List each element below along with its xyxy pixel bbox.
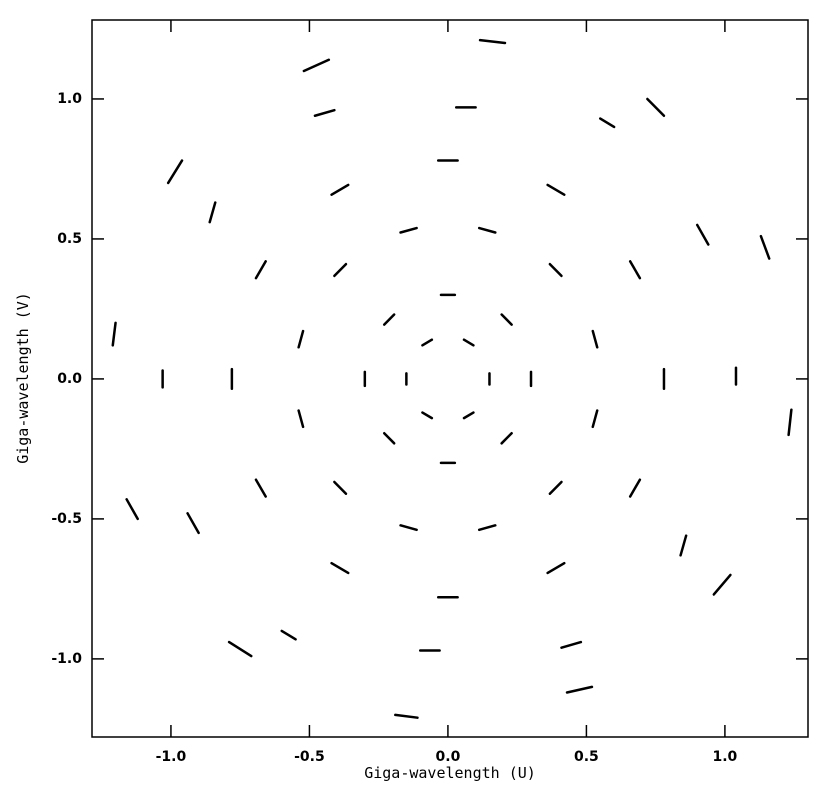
uv-track: [599, 117, 616, 129]
uv-track: [333, 262, 348, 278]
uv-track: [297, 329, 305, 349]
x-tick-label: 0.5: [574, 749, 599, 765]
uv-track: [421, 338, 434, 347]
uv-track: [208, 201, 217, 224]
uv-track: [500, 313, 513, 326]
uv-track: [382, 313, 396, 326]
uv-track: [565, 685, 594, 694]
uv-track: [111, 321, 117, 347]
uv-track: [477, 226, 497, 234]
uv-track: [394, 713, 419, 719]
uv-track: [297, 409, 305, 429]
uv-track: [421, 411, 434, 420]
uv-track: [399, 524, 418, 532]
x-axis-label: Giga-wavelength (U): [364, 764, 536, 782]
x-tick-label: 0.0: [436, 749, 461, 765]
uv-track: [313, 108, 336, 117]
uv-track: [695, 223, 710, 246]
y-tick-label: 0.5: [57, 231, 82, 247]
y-tick-label: -0.5: [51, 511, 82, 527]
uv-track: [591, 409, 599, 429]
uv-track: [462, 411, 475, 420]
uv-track: [382, 431, 396, 445]
uv-track: [330, 183, 350, 196]
uv-track: [548, 262, 563, 278]
uv-track: [546, 183, 566, 196]
uv-track: [302, 58, 331, 73]
plot-frame: [91, 19, 809, 738]
uv-track: [500, 431, 513, 445]
uv-track: [462, 338, 475, 347]
y-tick-label: -1.0: [51, 651, 82, 667]
x-tick-label: -0.5: [294, 749, 325, 765]
uv-track: [166, 159, 184, 185]
uv-track: [227, 640, 253, 658]
uv-track: [759, 234, 771, 260]
uv-track: [628, 260, 642, 280]
uv-track: [125, 498, 139, 521]
uv-track: [646, 97, 666, 117]
uv-track: [330, 561, 350, 575]
uv-track: [679, 534, 688, 557]
uv-track: [254, 478, 267, 498]
uv-track: [628, 478, 642, 498]
uv-track: [254, 260, 267, 280]
x-tick-label: -1.0: [156, 749, 187, 765]
y-tick-label: 0.0: [57, 371, 82, 387]
uv-track: [591, 329, 599, 349]
x-tick-label: 1.0: [712, 749, 737, 765]
uv-track: [399, 226, 418, 234]
uv-track: [478, 38, 507, 45]
y-axis-label: Giga-wavelength (V): [14, 292, 32, 464]
uv-track: [546, 561, 566, 575]
uv-track: [280, 629, 297, 641]
uv-track: [548, 480, 563, 495]
uv-track: [186, 512, 200, 535]
y-tick-label: 1.0: [57, 91, 82, 107]
uv-track: [712, 573, 732, 596]
uv-track: [333, 480, 348, 495]
uv-track: [787, 408, 793, 437]
uv-track: [477, 524, 497, 532]
uv-track: [560, 640, 583, 649]
